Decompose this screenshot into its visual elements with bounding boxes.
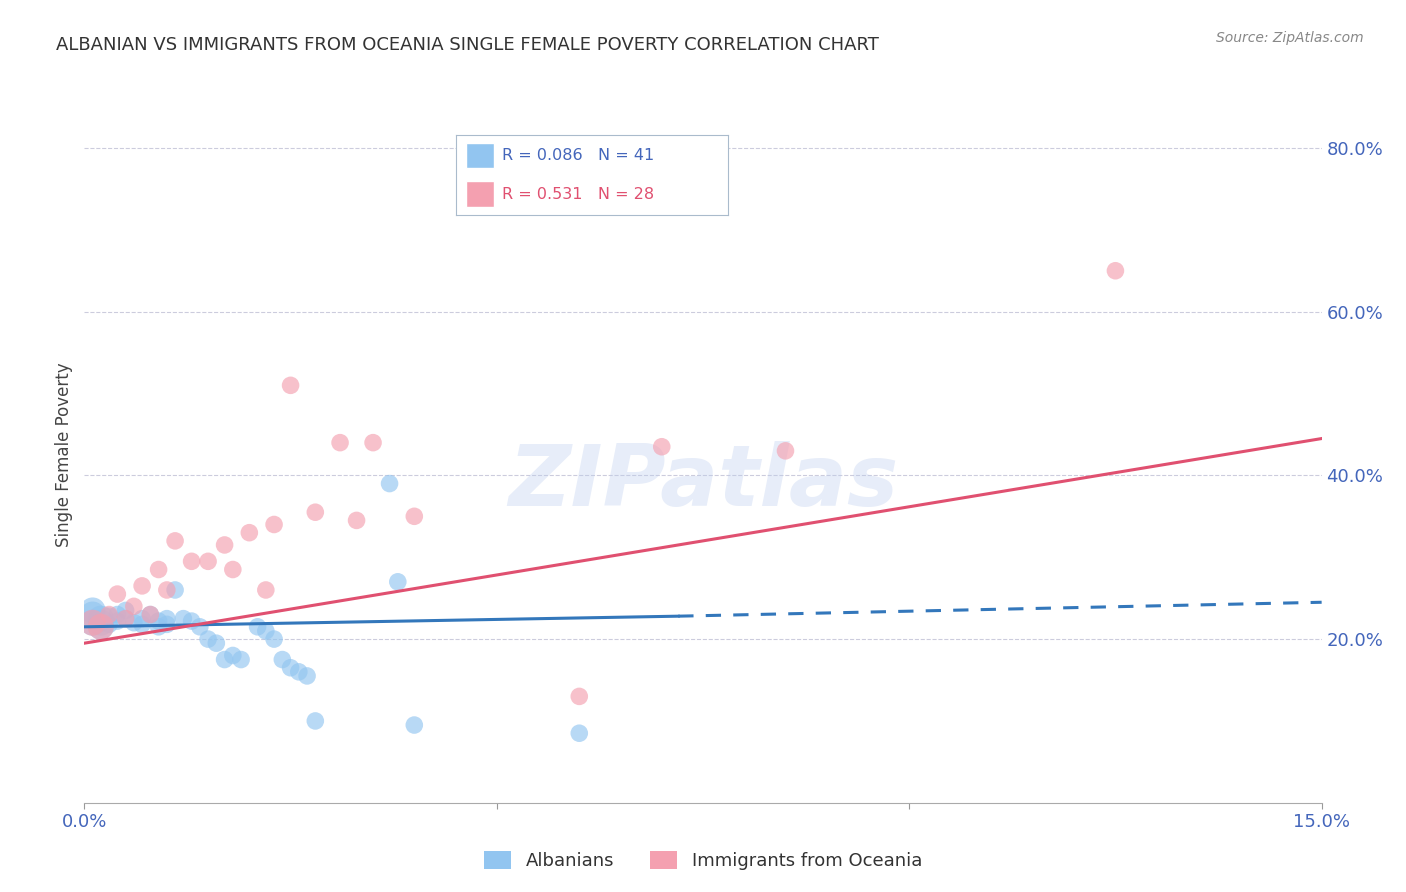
Point xyxy=(105,607,128,622)
Point xyxy=(214,652,236,666)
Point xyxy=(82,615,104,630)
Point xyxy=(222,648,245,663)
Point xyxy=(90,620,112,634)
Point xyxy=(131,612,153,626)
Text: R = 0.086   N = 41: R = 0.086 N = 41 xyxy=(502,148,654,163)
Point xyxy=(304,505,326,519)
Point xyxy=(346,513,368,527)
Bar xyxy=(467,181,494,207)
Point xyxy=(114,612,136,626)
Point xyxy=(404,509,426,524)
Point xyxy=(288,665,311,679)
Point xyxy=(90,612,112,626)
Point xyxy=(139,607,162,622)
Point xyxy=(131,617,153,632)
Point xyxy=(105,614,128,628)
Point xyxy=(90,620,112,634)
Text: ZIPatlas: ZIPatlas xyxy=(508,442,898,524)
Point xyxy=(180,614,202,628)
Point xyxy=(222,562,245,576)
Point xyxy=(156,612,179,626)
Point xyxy=(148,562,170,576)
Point xyxy=(404,718,426,732)
Point xyxy=(280,378,302,392)
Point xyxy=(568,726,591,740)
Point xyxy=(304,714,326,728)
Text: ALBANIAN VS IMMIGRANTS FROM OCEANIA SINGLE FEMALE POVERTY CORRELATION CHART: ALBANIAN VS IMMIGRANTS FROM OCEANIA SING… xyxy=(56,36,879,54)
Point xyxy=(105,587,128,601)
Point xyxy=(98,609,121,624)
Point xyxy=(263,517,285,532)
Point xyxy=(651,440,673,454)
Point xyxy=(82,607,104,622)
Point xyxy=(188,620,211,634)
Point xyxy=(1104,264,1126,278)
Point xyxy=(775,443,797,458)
Point xyxy=(329,435,352,450)
Point xyxy=(263,632,285,646)
Point xyxy=(122,615,145,630)
Point xyxy=(156,617,179,632)
Point xyxy=(280,661,302,675)
Point xyxy=(378,476,401,491)
Legend: Albanians, Immigrants from Oceania: Albanians, Immigrants from Oceania xyxy=(477,844,929,877)
Point xyxy=(90,615,112,630)
Point xyxy=(98,607,121,622)
Point xyxy=(254,624,277,638)
Point xyxy=(229,652,252,666)
Point xyxy=(139,607,162,622)
Point xyxy=(156,582,179,597)
Point xyxy=(114,612,136,626)
Point xyxy=(361,435,384,450)
Point xyxy=(165,533,187,548)
Point xyxy=(214,538,236,552)
Point xyxy=(238,525,260,540)
Point xyxy=(148,620,170,634)
Point xyxy=(148,614,170,628)
Point xyxy=(568,690,591,704)
Point xyxy=(82,603,104,617)
Point xyxy=(387,574,409,589)
Point xyxy=(114,603,136,617)
Point xyxy=(122,599,145,614)
Point xyxy=(271,652,294,666)
Point xyxy=(197,554,219,568)
Point xyxy=(295,669,318,683)
Point xyxy=(82,615,104,630)
Text: R = 0.531   N = 28: R = 0.531 N = 28 xyxy=(502,186,654,202)
Point xyxy=(246,620,269,634)
Point xyxy=(205,636,228,650)
Point xyxy=(131,579,153,593)
Text: Source: ZipAtlas.com: Source: ZipAtlas.com xyxy=(1216,31,1364,45)
Point xyxy=(172,612,194,626)
Y-axis label: Single Female Poverty: Single Female Poverty xyxy=(55,363,73,547)
Point xyxy=(165,582,187,597)
Point xyxy=(180,554,202,568)
Point xyxy=(98,617,121,632)
Point xyxy=(197,632,219,646)
Point xyxy=(254,582,277,597)
Bar xyxy=(467,143,494,169)
